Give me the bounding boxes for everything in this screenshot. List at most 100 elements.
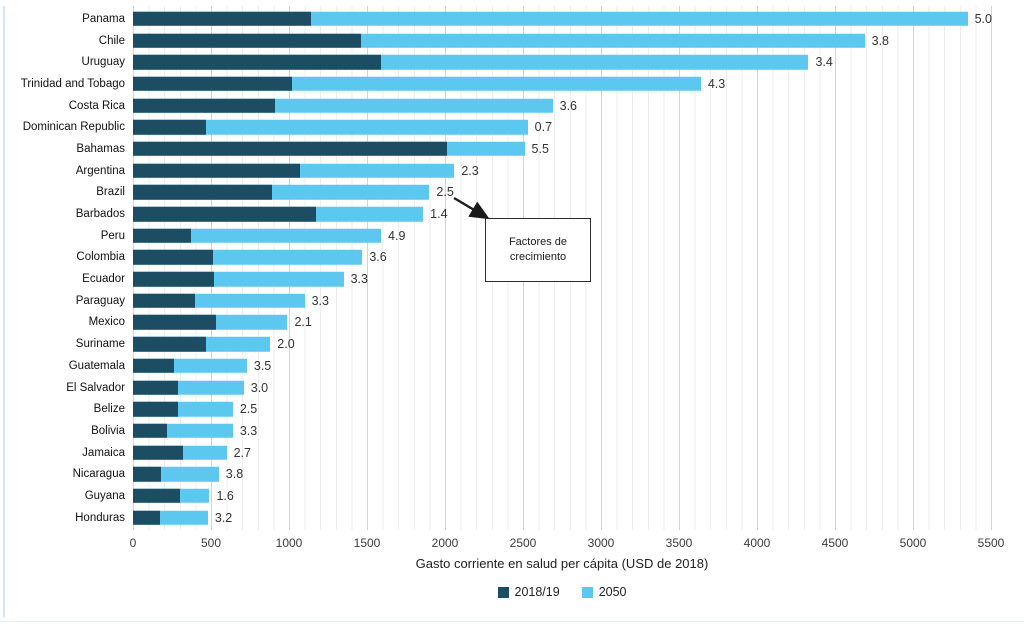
x-axis-ticks: 0 500 1000 1500 2000 2500 3000 3500 4000 4500 5000… (129, 536, 1005, 552)
bar-row: Peru 4.9 (0, 225, 1024, 247)
plot-area: Panama 5.0 Chile 3.8 Uruguay 3.4 Trinidad and … (0, 6, 1024, 534)
bar-track: 4.9 (133, 225, 991, 247)
bar-row: Mexico 2.1 (0, 312, 1024, 334)
growth-factor-value: 3.6 (559, 98, 578, 113)
growth-factor-value: 0.7 (534, 120, 553, 135)
x-tick-label: 500 (200, 536, 222, 550)
bar-2018 (133, 510, 160, 525)
bar-2018 (133, 228, 191, 243)
bar-2018 (133, 206, 316, 222)
annotation-line2: crecimiento (509, 251, 567, 263)
bar-row: Panama 5.0 (0, 8, 1024, 30)
legend-swatch (581, 586, 593, 598)
growth-factor-value: 2.5 (239, 402, 258, 417)
country-label: Costa Rica (68, 99, 125, 112)
bar-2018 (133, 467, 162, 482)
bar-row: Honduras 3.2 (0, 507, 1024, 529)
growth-factor-value: 2.5 (436, 185, 454, 200)
bar-2018 (133, 11, 311, 27)
country-label: Trinidad and Tobago (20, 77, 125, 90)
country-label: Colombia (76, 251, 125, 264)
bar-row: Paraguay 3.3 (0, 290, 1024, 312)
bar-2018 (133, 141, 447, 157)
country-label: Guyana (84, 489, 125, 502)
country-label: Suriname (75, 338, 125, 351)
legend-item: 2018/19 (497, 585, 560, 599)
bar-track: 2.1 (133, 312, 991, 334)
bar-2018 (133, 271, 215, 287)
x-tick-label: 2000 (431, 536, 459, 550)
bar-2050 (133, 120, 528, 135)
country-label: Panama (82, 12, 125, 25)
country-label: Bolivia (91, 424, 125, 437)
bar-track: 3.3 (133, 420, 991, 442)
country-label: Belize (93, 403, 125, 416)
bar-2018 (133, 163, 300, 178)
bar-track: 1.6 (133, 485, 991, 507)
annotation-line1: Factores de (508, 236, 568, 249)
bar-track: 3.0 (133, 377, 991, 399)
x-tick-label: 3000 (587, 536, 615, 550)
legend-label: 2018/19 (514, 585, 560, 599)
bar-track: 3.6 (133, 95, 991, 117)
legend-swatch (497, 586, 509, 598)
bar-track: 3.6 (133, 247, 991, 269)
bar-2018 (133, 401, 179, 417)
growth-factor-value: 3.8 (871, 33, 890, 48)
legend-item: 2050 (581, 585, 627, 599)
x-tick-label: 4000 (743, 536, 771, 550)
x-tick-label: 1500 (353, 536, 381, 550)
growth-factor-value: 2.7 (233, 445, 251, 460)
country-label: Paraguay (75, 294, 125, 307)
bar-track: 2.5 (133, 398, 991, 420)
country-label: Bahamas (76, 142, 125, 155)
bar-2018 (133, 76, 293, 92)
growth-factor-value: 2.0 (277, 337, 295, 352)
bar-track: 3.8 (133, 30, 991, 52)
growth-factor-value: 3.3 (311, 293, 329, 308)
bar-row: Ecuador 3.3 (0, 268, 1024, 290)
x-tick-label: 3500 (665, 536, 693, 550)
x-tick-label: 0 (129, 536, 137, 550)
growth-factor-value: 2.1 (294, 315, 312, 330)
growth-factor-value: 1.4 (430, 207, 448, 222)
bar-track: 4.3 (133, 73, 991, 95)
bar-row: Guatemala 3.5 (0, 355, 1024, 377)
bar-track: 2.0 (133, 333, 991, 355)
bar-row: Uruguay 3.4 (0, 51, 1024, 73)
bar-track: 5.0 (133, 8, 992, 30)
country-label: Jamaica (82, 446, 125, 459)
bar-row: El Salvador 3.0 (0, 377, 1024, 399)
bar-track: 3.5 (133, 355, 991, 377)
bar-row: Argentina 2.3 (0, 160, 1024, 182)
country-label: Chile (98, 34, 125, 47)
bar-2018 (133, 336, 207, 352)
growth-factor-value: 2.3 (461, 163, 479, 178)
growth-factor-value: 5.5 (531, 141, 549, 156)
growth-factor-value: 3.0 (250, 380, 269, 395)
bar-2018 (133, 315, 216, 330)
growth-factor-value: 4.9 (388, 228, 406, 243)
bar-row: Barbados 1.4 (0, 203, 1024, 225)
bar-row: Belize 2.5 (0, 398, 1024, 420)
bar-2018 (133, 33, 361, 48)
x-tick-label: 5000 (899, 536, 927, 550)
bar-row: Jamaica 2.7 (0, 442, 1024, 464)
country-label: Peru (100, 229, 125, 242)
bar-row: Costa Rica 3.6 (0, 95, 1024, 117)
bar-row: Chile 3.8 (0, 30, 1024, 52)
country-label: Brazil (96, 186, 125, 199)
bar-track: 3.2 (133, 507, 991, 529)
bar-track: 2.3 (133, 160, 991, 182)
bar-2050 (133, 11, 968, 27)
bar-track: 1.4 (133, 203, 991, 225)
country-label: Guatemala (68, 359, 125, 372)
legend-label: 2050 (598, 585, 627, 599)
rows: Panama 5.0 Chile 3.8 Uruguay 3.4 Trinidad and … (0, 8, 1024, 529)
bar-track: 3.3 (133, 268, 991, 290)
country-label: Honduras (75, 511, 125, 524)
bar-2018 (133, 488, 180, 504)
bar-2018 (133, 54, 382, 70)
legend: 2018/19 2050 (133, 585, 991, 599)
bar-row: Guyana 1.6 (0, 485, 1024, 507)
